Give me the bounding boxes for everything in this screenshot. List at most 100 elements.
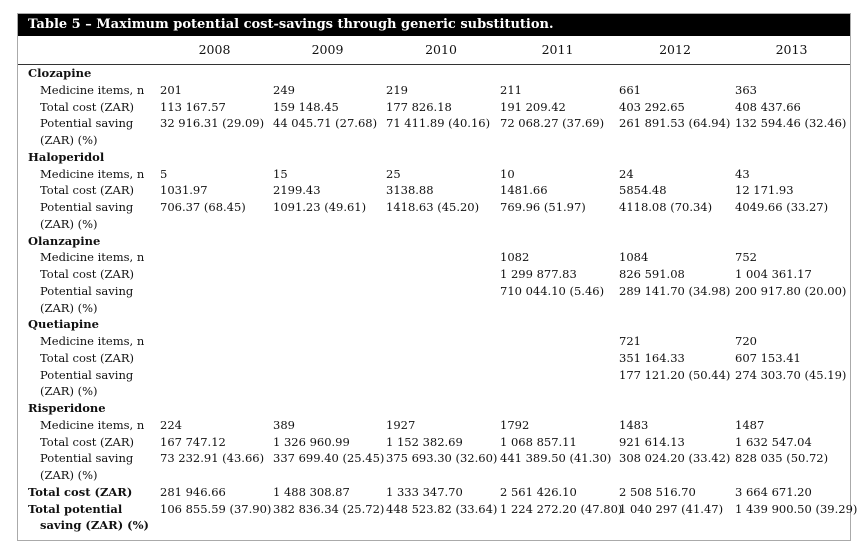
cell [498, 367, 617, 401]
group-row: Clozapine [18, 65, 850, 82]
data-row: Total cost (ZAR) 1031.97 2199.43 3138.88 148… [18, 182, 850, 199]
cell: 661 [619, 82, 641, 97]
column-header: 2013 [733, 36, 850, 65]
cell: 1 333 347.70 [386, 484, 463, 499]
cell: 337 699.40 (25.45) [273, 451, 385, 466]
row-label: Potential saving (ZAR) (%) [40, 116, 134, 147]
data-row: Medicine items, n 224 389 1927 1792 1483 1487 [18, 417, 850, 434]
cell: 2 561 426.10 [500, 484, 577, 499]
cell: 1 632 547.04 [735, 434, 812, 449]
row-label-cell: Potential saving (ZAR) (%) [18, 283, 158, 317]
cell [271, 367, 384, 401]
cell [271, 233, 384, 250]
cell: 72 068.27 (37.69) [500, 116, 605, 131]
row-label-cell: Total cost (ZAR) [18, 99, 158, 116]
cell [271, 249, 384, 266]
cell: 1084 [619, 250, 649, 265]
cell [617, 400, 733, 417]
data-row: Total cost (ZAR) 167 747.12 1 326 960.99 1 … [18, 434, 850, 451]
table-title: Table 5 – Maximum potential cost-savings… [18, 14, 850, 36]
cell [733, 316, 850, 333]
cell: 710 044.10 (5.46) [500, 283, 605, 298]
cell: 167 747.12 [160, 434, 226, 449]
cell: 113 167.57 [160, 99, 226, 114]
row-label-cell: Medicine items, n [18, 333, 158, 350]
row-label-cell: Medicine items, n [18, 249, 158, 266]
cell: 191 209.42 [500, 99, 566, 114]
row-label-cell: Potential saving (ZAR) (%) [18, 199, 158, 233]
data-row: Potential saving (ZAR) (%) 73 232.91 (43.… [18, 450, 850, 484]
cell: 261 891.53 (64.94) [619, 116, 731, 131]
cell [733, 233, 850, 250]
data-row: Total cost (ZAR) 351 164.33 607 153.41 [18, 350, 850, 367]
cell: 25 [386, 166, 401, 181]
cell: 706.37 (68.45) [160, 200, 246, 214]
cell [498, 149, 617, 166]
cell: 281 946.66 [160, 484, 226, 499]
cell: 1 040 297 (41.47) [619, 501, 724, 516]
cell [733, 149, 850, 166]
column-header: 2008 [158, 36, 271, 65]
cell [384, 333, 498, 350]
cell: 826 591.08 [619, 267, 685, 281]
cell [158, 333, 271, 350]
cell: 159 148.45 [273, 99, 339, 114]
cell [158, 400, 271, 417]
group-name: Olanzapine [28, 233, 101, 248]
header-row: 2008 2009 2010 2011 2012 2013 [18, 36, 850, 65]
cell [384, 266, 498, 283]
cell [617, 149, 733, 166]
row-label-cell: Total cost (ZAR) [18, 434, 158, 451]
cell: 720 [735, 334, 757, 348]
data-row: Medicine items, n 1082 1084 752 [18, 249, 850, 266]
cell: 1792 [500, 417, 530, 432]
group-name: Risperidone [28, 401, 106, 415]
data-row: Potential saving (ZAR) (%) 177 121.20 (50… [18, 367, 850, 401]
data-row: Potential saving (ZAR) (%) 706.37 (68.45)… [18, 199, 850, 233]
row-label: Total cost (ZAR) [40, 183, 134, 198]
cell: 73 232.91 (43.66) [160, 451, 265, 466]
cell: 1091.23 (49.61) [273, 200, 367, 214]
cell [271, 350, 384, 367]
row-label: Total cost (ZAR) [40, 267, 134, 281]
cell [158, 367, 271, 401]
cell: 1082 [500, 250, 530, 265]
cell: 408 437.66 [735, 99, 801, 114]
cell [271, 149, 384, 166]
cell: 2 508 516.70 [619, 484, 696, 499]
cell [271, 333, 384, 350]
data-row: Medicine items, n 201 249 219 211 661 363 [18, 82, 850, 99]
cell: 132 594.46 (32.46) [735, 116, 847, 131]
cell [617, 316, 733, 333]
cell: 1418.63 (45.20) [386, 200, 480, 214]
cell [158, 249, 271, 266]
row-label: Medicine items, n [40, 82, 145, 97]
cell [617, 233, 733, 250]
column-header: 2010 [384, 36, 498, 65]
cell: 274 303.70 (45.19) [735, 367, 847, 382]
cell: 200 917.80 (20.00) [735, 283, 847, 298]
row-label-cell: Medicine items, n [18, 166, 158, 183]
cell [384, 283, 498, 317]
cell [271, 400, 384, 417]
group-name: Quetiapine [28, 317, 99, 332]
cell [733, 65, 850, 82]
cell: 106 855.59 (37.90) [160, 501, 272, 516]
cell [158, 266, 271, 283]
cell [384, 233, 498, 250]
cell: 607 153.41 [735, 350, 801, 365]
data-row: Total cost (ZAR) 1 299 877.83 826 591.08 1 … [18, 266, 850, 283]
cell: 219 [386, 82, 408, 97]
cell [271, 266, 384, 283]
row-label: Potential saving (ZAR) (%) [40, 200, 134, 231]
cell: 3138.88 [386, 183, 434, 198]
total-row: Total cost (ZAR) 281 946.66 1 488 308.87 1 … [18, 484, 850, 501]
row-label: Potential saving (ZAR) (%) [40, 283, 134, 315]
cell: 249 [273, 82, 295, 97]
cell: 1927 [386, 417, 416, 432]
cell [158, 350, 271, 367]
cell: 211 [500, 82, 522, 97]
row-label-cell: Total cost (ZAR) [18, 350, 158, 367]
cell: 1 224 272.20 (47.80) [500, 501, 623, 516]
cell [158, 316, 271, 333]
